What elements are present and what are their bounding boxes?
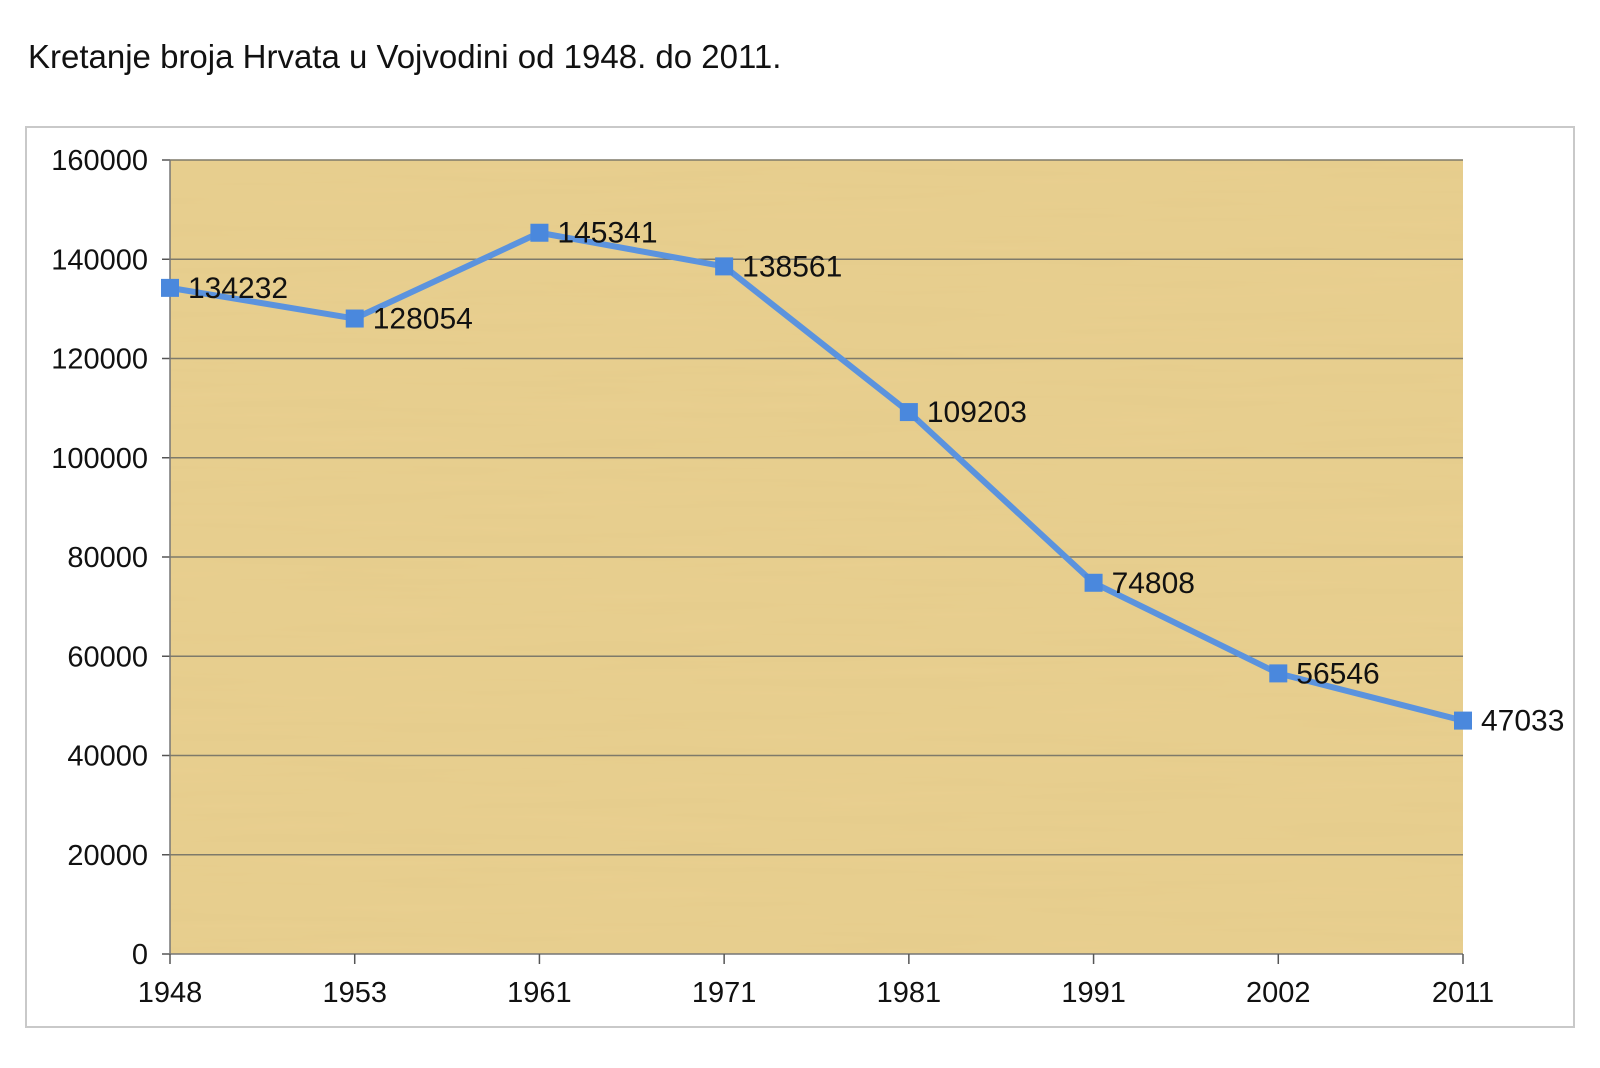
y-tick-label: 80000	[67, 542, 148, 574]
x-tick-label: 1961	[507, 977, 572, 1009]
x-tick-label: 1948	[138, 977, 203, 1009]
y-tick-label: 40000	[67, 741, 148, 773]
data-label: 128054	[373, 303, 473, 336]
data-point-marker	[1454, 711, 1472, 730]
data-point-marker	[530, 223, 549, 242]
data-point-marker	[345, 309, 364, 328]
data-markers	[161, 223, 1472, 730]
x-tick-label: 1991	[1061, 977, 1126, 1009]
x-tick-label: 2011	[1432, 977, 1494, 1009]
series-line	[169, 229, 1464, 724]
data-label: 138561	[742, 250, 842, 283]
series-polyline	[169, 229, 1464, 724]
data-label: 47033	[1481, 705, 1564, 738]
chart-frame	[25, 126, 1575, 1028]
data-label: 56546	[1296, 657, 1379, 690]
data-label: 109203	[927, 396, 1027, 429]
x-tick-label: 2002	[1246, 977, 1311, 1009]
y-tick-label: 0	[132, 939, 148, 971]
x-tick-label: 1981	[877, 977, 942, 1009]
y-tick-label: 20000	[67, 840, 148, 872]
y-tick-label: 100000	[51, 443, 148, 475]
data-point-marker	[1084, 573, 1103, 592]
y-tick-label: 120000	[51, 344, 148, 376]
data-point-marker	[161, 278, 179, 297]
x-tick-label: 1953	[322, 977, 387, 1009]
data-labels: 134232 128054 145341 138561 109203 74808 56546…	[188, 217, 1564, 738]
y-tick-label: 160000	[51, 145, 148, 177]
data-point-marker	[899, 403, 918, 422]
data-label: 134232	[188, 272, 288, 305]
data-label: 145341	[557, 217, 657, 250]
y-tick-label: 140000	[51, 244, 148, 276]
chart-title: Kretanje broja Hrvata u Vojvodini od 194…	[28, 38, 782, 75]
data-label: 74808	[1112, 567, 1195, 600]
y-tick-label: 60000	[67, 641, 148, 673]
data-point-marker	[715, 257, 734, 276]
x-tick-label: 1971	[692, 977, 757, 1009]
data-point-marker	[1269, 664, 1288, 683]
axes: 0 20000 40000 60000 80000 100000 120000 140000 1…	[51, 145, 1494, 1009]
